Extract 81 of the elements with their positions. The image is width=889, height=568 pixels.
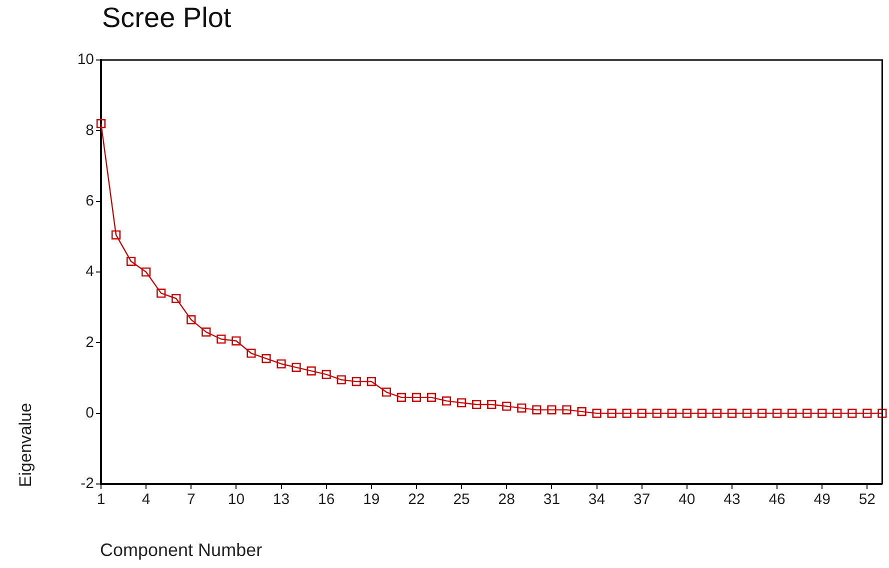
point	[562, 405, 572, 414]
point	[848, 408, 857, 418]
x-tick-label: 34	[588, 491, 606, 508]
x-tick-label: 40	[678, 491, 696, 508]
point	[142, 267, 151, 277]
y-tick-label: 2	[86, 334, 94, 351]
point	[878, 408, 887, 418]
x-tick-label: 25	[453, 491, 470, 508]
point	[246, 348, 256, 358]
point	[818, 408, 827, 418]
x-tick-label: 46	[768, 491, 786, 508]
point	[682, 408, 692, 418]
point	[727, 408, 737, 418]
x-tick-label: 1	[96, 491, 106, 508]
point	[577, 407, 586, 416]
point	[172, 294, 181, 304]
point	[472, 400, 482, 410]
x-tick-label: 7	[186, 491, 196, 508]
point	[487, 400, 496, 410]
point	[622, 408, 632, 418]
point	[306, 366, 316, 376]
y-axis-title: Eigenvalue	[16, 402, 36, 488]
point	[126, 256, 136, 266]
point	[742, 408, 752, 418]
point	[592, 408, 602, 418]
point	[532, 405, 542, 414]
point	[832, 408, 842, 418]
point	[396, 392, 406, 402]
point	[262, 354, 271, 364]
point	[322, 370, 331, 380]
point	[517, 403, 526, 413]
point	[232, 336, 241, 346]
y-tick-label: 6	[86, 192, 94, 210]
point	[186, 315, 196, 324]
y-tick-label: -2	[80, 475, 94, 492]
x-tick-label: 4	[142, 491, 150, 508]
point	[292, 362, 301, 372]
x-tick-label: 49	[814, 491, 830, 508]
point	[202, 328, 211, 337]
point	[802, 408, 812, 418]
y-tick-label: 4	[86, 263, 94, 280]
y-tick-label: 0	[86, 404, 94, 422]
point	[442, 396, 452, 406]
point	[352, 376, 361, 386]
chart-title: Scree Plot	[102, 2, 232, 34]
x-tick-label: 22	[408, 491, 425, 508]
point	[547, 405, 556, 414]
point	[426, 392, 436, 402]
point	[667, 408, 676, 418]
x-tick-label: 16	[318, 491, 335, 508]
point	[712, 408, 722, 418]
point	[111, 230, 121, 240]
point	[457, 398, 466, 408]
point	[862, 408, 872, 418]
x-axis-title: Component Number	[100, 540, 262, 561]
x-tick-label: 43	[724, 491, 740, 508]
point	[652, 408, 662, 418]
point	[412, 392, 422, 402]
point	[757, 408, 767, 418]
x-tick-label: 13	[272, 491, 290, 508]
point	[336, 375, 346, 384]
point	[502, 402, 512, 411]
y-tick-label: 10	[77, 51, 94, 68]
point	[637, 408, 646, 418]
point	[607, 408, 616, 418]
point	[382, 388, 391, 397]
x-tick-label: 28	[498, 491, 515, 508]
point	[788, 408, 797, 418]
point	[366, 376, 376, 386]
point	[697, 408, 706, 418]
x-tick-label: 10	[228, 491, 245, 508]
point	[156, 288, 166, 298]
point	[216, 334, 226, 344]
point	[772, 408, 782, 418]
point	[96, 119, 106, 128]
y-tick-label: 8	[86, 122, 94, 139]
x-tick-label: 19	[363, 491, 380, 508]
point	[276, 359, 286, 368]
x-tick-label: 31	[543, 491, 560, 508]
x-tick-label: 37	[633, 491, 650, 508]
x-tick-label: 52	[858, 491, 876, 508]
